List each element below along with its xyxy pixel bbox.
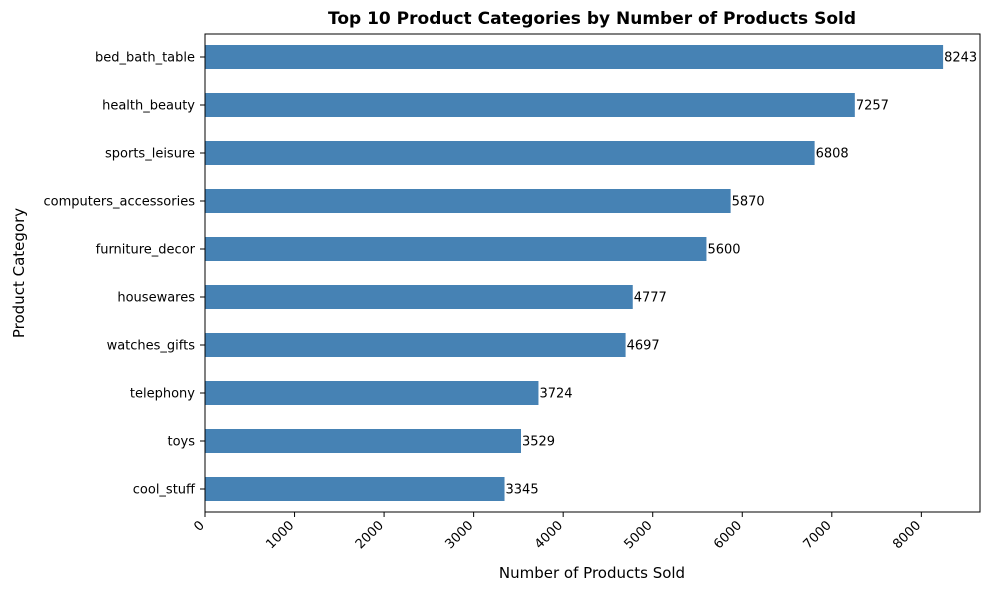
y-tick-label: sports_leisure — [105, 147, 195, 162]
y-tick-label: cool_stuff — [133, 483, 196, 498]
bar-value-label: 3724 — [539, 387, 572, 402]
plot-frame — [204, 33, 981, 513]
value-labels-group: 8243 7257 6808 5870 5600 4777 4697 3724 3529 3345 — [506, 51, 978, 498]
bar-value-label: 5870 — [732, 195, 765, 210]
x-tick-label: 7000 — [801, 518, 835, 552]
y-axis: bed_bath_table health_beauty sports_leisur… — [44, 51, 205, 498]
bars-group — [205, 45, 944, 501]
bar-value-label: 7257 — [856, 99, 889, 114]
bar-value-label: 3345 — [506, 483, 539, 498]
bar — [205, 333, 626, 357]
chart-title: Top 10 Product Categories by Number of P… — [328, 9, 856, 29]
y-tick-label: telephony — [130, 387, 195, 402]
x-tick-label: 3000 — [442, 518, 476, 552]
bar — [205, 189, 731, 213]
bar-value-label: 5600 — [707, 243, 740, 258]
bar — [205, 45, 944, 69]
x-tick-label: 8000 — [890, 518, 924, 552]
x-tick-label: 0 — [191, 518, 207, 534]
bar — [205, 477, 505, 501]
bar — [205, 237, 707, 261]
y-tick-label: furniture_decor — [96, 243, 196, 258]
bar — [205, 381, 539, 405]
y-tick-label: toys — [167, 435, 195, 450]
x-tick-label: 5000 — [622, 518, 656, 552]
bar-value-label: 8243 — [944, 51, 977, 66]
bar-value-label: 6808 — [816, 147, 849, 162]
x-tick-label: 6000 — [711, 518, 745, 552]
y-tick-label: watches_gifts — [107, 339, 196, 354]
y-tick-label: computers_accessories — [44, 195, 196, 210]
bar — [205, 285, 633, 309]
x-axis: 0 1000 2000 3000 4000 5000 6000 7000 8000 — [191, 512, 924, 552]
bar — [205, 93, 855, 117]
x-axis-label: Number of Products Sold — [499, 564, 685, 582]
bar-value-label: 4777 — [634, 291, 667, 306]
x-tick-label: 4000 — [532, 518, 566, 552]
y-tick-label: health_beauty — [102, 99, 195, 114]
bar — [205, 141, 815, 165]
y-tick-label: bed_bath_table — [95, 51, 195, 66]
y-axis-label: Product Category — [10, 208, 28, 338]
bar-value-label: 4697 — [627, 339, 660, 354]
bar — [205, 429, 521, 453]
x-tick-label: 2000 — [353, 518, 387, 552]
y-tick-label: housewares — [117, 291, 195, 306]
bar-value-label: 3529 — [522, 435, 555, 450]
x-tick-label: 1000 — [263, 518, 297, 552]
